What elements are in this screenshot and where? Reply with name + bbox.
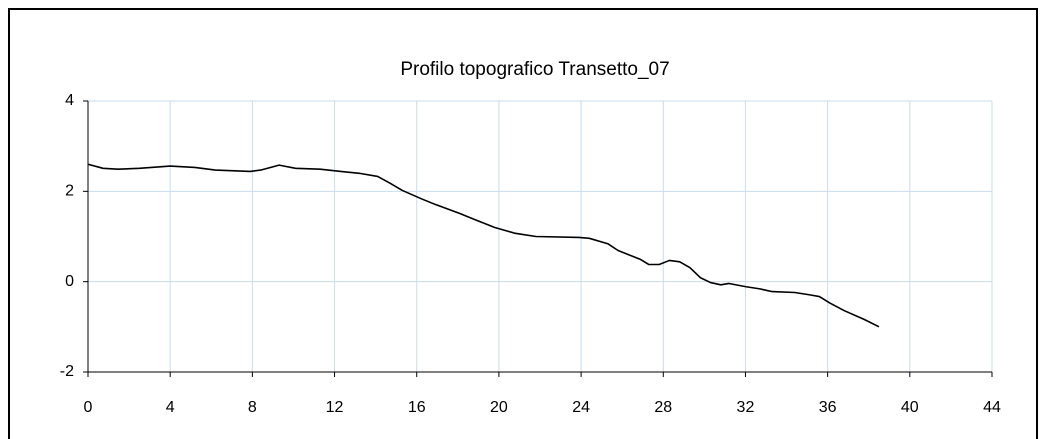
x-tick-label: 28 <box>654 399 672 416</box>
y-tick-label: -2 <box>60 363 74 380</box>
x-tick-label: 20 <box>490 399 508 416</box>
x-tick-label: 44 <box>983 399 1001 416</box>
chart-frame <box>8 8 1038 439</box>
x-tick-label: 8 <box>248 399 257 416</box>
x-tick-label: 0 <box>84 399 93 416</box>
y-tick-label: 4 <box>65 92 74 109</box>
x-tick-label: 32 <box>737 399 755 416</box>
x-tick-label: 40 <box>901 399 919 416</box>
x-tick-label: 12 <box>326 399 344 416</box>
x-tick-label: 4 <box>166 399 175 416</box>
x-tick-label: 16 <box>408 399 426 416</box>
chart-title: Profilo topografico Transetto_07 <box>400 59 669 80</box>
x-tick-label: 24 <box>572 399 590 416</box>
x-tick-label: 36 <box>819 399 837 416</box>
y-tick-label: 0 <box>65 273 74 290</box>
y-tick-label: 2 <box>65 183 74 200</box>
line <box>87 163 880 328</box>
